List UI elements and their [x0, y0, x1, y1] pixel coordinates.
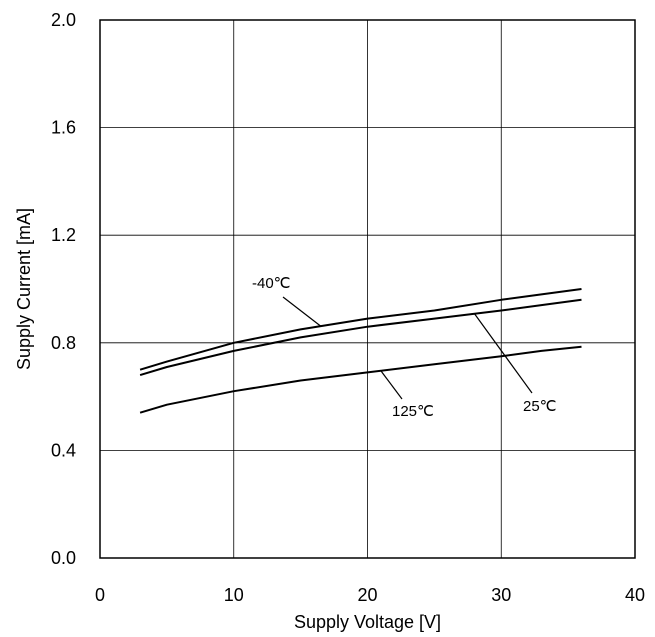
series-line-minus-40c	[139, 288, 582, 371]
annotation-label-125c: 125℃	[392, 403, 434, 420]
y-axis-title: Supply Current [mA]	[14, 208, 34, 370]
y-tick-label: 1.6	[51, 118, 76, 138]
y-tick-label: 0.4	[51, 440, 76, 460]
series-lines	[139, 288, 582, 414]
series-line-25c	[139, 298, 582, 377]
annotation-leaders	[282, 296, 533, 400]
y-tick-label: 1.2	[51, 225, 76, 245]
annotation-label-25c: 25℃	[523, 398, 557, 415]
y-tick-label: 0.0	[51, 548, 76, 568]
x-tick-label: 10	[224, 585, 244, 605]
x-tick-label: 30	[491, 585, 511, 605]
y-tick-label: 2.0	[51, 10, 76, 30]
x-tick-label: 0	[95, 585, 105, 605]
annotation-leader	[474, 313, 533, 394]
annotation-leader	[380, 370, 403, 400]
x-tick-label: 40	[625, 585, 645, 605]
y-axis-ticks: 0.0 0.4 0.8 1.2 1.6 2.0	[51, 10, 76, 568]
series-line-125c	[139, 345, 582, 414]
x-tick-label: 20	[357, 585, 377, 605]
x-axis-title: Supply Voltage [V]	[294, 612, 441, 632]
x-axis-ticks: 0 10 20 30 40	[95, 585, 645, 605]
annotation-label-minus-40c: -40℃	[252, 275, 291, 292]
annotations: -40℃ 25℃ 125℃	[252, 275, 557, 420]
grid	[100, 20, 635, 558]
y-tick-label: 0.8	[51, 333, 76, 353]
annotation-leader	[282, 296, 322, 327]
plot-frame	[99, 19, 636, 559]
